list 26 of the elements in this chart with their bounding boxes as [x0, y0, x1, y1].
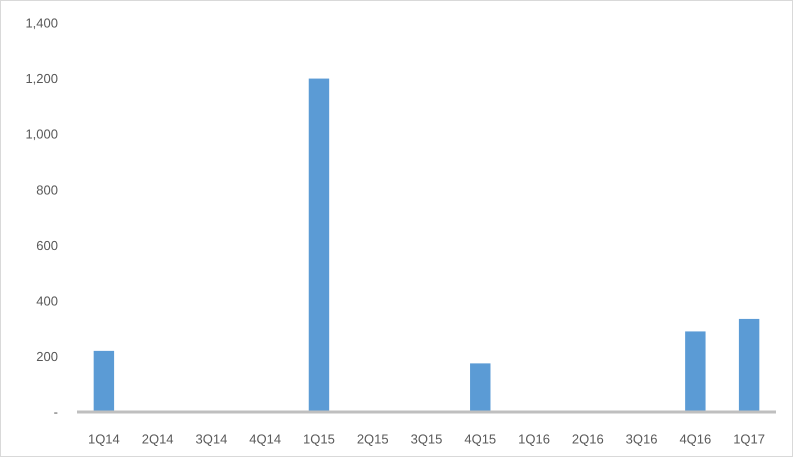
x-tick-label: 1Q15 [303, 432, 335, 447]
x-tick-label: 2Q14 [142, 432, 174, 447]
x-tick-label: 1Q16 [518, 432, 550, 447]
y-tick-label: - [54, 404, 58, 420]
x-tick-label: 1Q17 [733, 432, 766, 447]
x-tick-label: 2Q16 [572, 432, 604, 447]
bar [685, 331, 706, 412]
y-tick-label: 600 [36, 238, 58, 253]
x-tick-label: 4Q16 [679, 432, 712, 447]
y-tick-label: 800 [36, 182, 58, 198]
x-tick-label: 2Q15 [356, 432, 389, 447]
y-tick-label: 1,400 [25, 16, 58, 31]
x-tick-label: 3Q15 [410, 432, 442, 447]
y-tick-label: 1,000 [25, 126, 58, 142]
y-tick-label: 200 [36, 348, 58, 364]
bar [738, 318, 760, 412]
bar [94, 350, 114, 412]
bar [308, 78, 330, 412]
bar [470, 363, 490, 412]
y-tick-label: 1,200 [25, 71, 58, 86]
y-tick-label: 400 [36, 293, 58, 308]
x-tick-label: 3Q16 [626, 432, 658, 447]
x-tick-label: 1Q14 [88, 432, 120, 447]
x-tick-label: 4Q15 [464, 432, 496, 447]
x-tick-label: 3Q14 [196, 432, 228, 447]
x-tick-label: 4Q14 [249, 432, 282, 447]
